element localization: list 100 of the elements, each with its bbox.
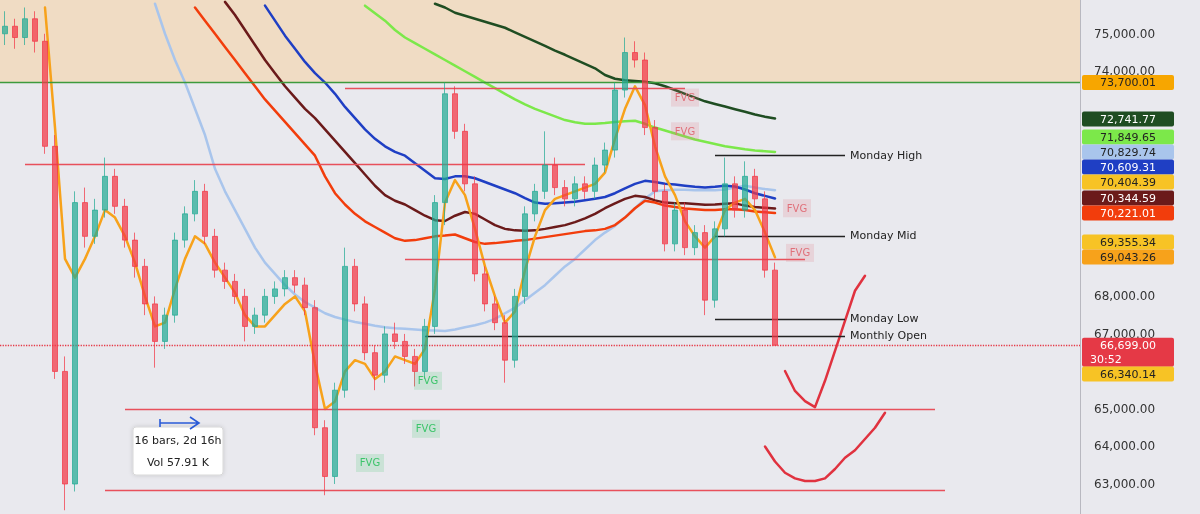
ref-line-label: Monthly Open [850,329,927,343]
text: 70,404.39 [1100,175,1156,189]
candlestick [112,168,118,215]
candlestick [272,280,278,305]
candlestick [632,40,638,69]
candlestick [52,134,58,380]
candlestick [402,333,408,365]
text: 70,829.74 [1100,145,1156,159]
text: 66,340.14 [1100,367,1156,381]
candlestick [702,224,708,316]
candlestick [492,295,498,331]
candlestick [222,262,228,290]
candlestick [332,382,338,485]
y-tick-label: 74,000.00 [1094,64,1156,79]
annotation: FVG [359,457,381,469]
candlestick [212,228,218,279]
annotation: 16 bars, 2d 16h [134,433,222,447]
candlestick [392,322,398,350]
annotation: FVG [417,375,439,387]
candlestick [192,179,198,222]
candlestick [282,269,288,297]
candlestick [102,157,108,219]
candlestick [572,175,578,207]
candlestick [32,10,38,54]
ref-line-label: 66,699.00 [1100,338,1156,352]
candlestick [472,175,478,282]
y-tick-label: 75,000.00 [1094,26,1156,41]
candlestick [132,232,138,279]
candlestick [172,232,178,324]
candlestick [232,273,238,305]
line-series [433,2,777,120]
text: 69,043.26 [1100,250,1156,264]
candlestick [742,160,748,219]
candlestick [712,220,718,309]
ref-line-label: Monday Mid [850,229,917,243]
candlestick [672,202,678,252]
candlestick [482,265,488,312]
candlestick [302,277,308,316]
candlestick [142,258,148,316]
candlestick [652,119,658,200]
text: 30:52 [1090,352,1122,366]
candlestick [252,307,258,335]
text: 70,609.31 [1100,160,1156,174]
candlestick [592,157,598,200]
candlestick [532,183,538,222]
ref-line-label: Monday High [850,149,923,163]
ref-line-label: 73,700.01 [1100,76,1156,90]
candlestick [342,247,348,399]
candlestick [352,258,358,312]
candlestick [752,168,758,207]
candlestick [12,18,18,50]
candlestick [522,205,528,305]
annotation: FVG [415,423,437,435]
candlestick [562,179,568,207]
candlestick [412,348,418,387]
candlestick [242,288,248,342]
text: 72,741.77 [1100,112,1156,126]
candlestick [512,288,518,369]
candlestick [442,82,448,226]
candlestick [152,295,158,369]
candlestick [92,198,98,245]
candlestick [122,198,128,249]
annotation: FVG [674,125,696,137]
ref-line-label: Monday Low [850,312,919,326]
candlestick [602,142,608,174]
candlestick [642,52,648,136]
candlestick [262,288,268,324]
y-tick-label: 63,000.00 [1094,476,1156,491]
candlestick [62,355,68,511]
text: 69,355.34 [1100,235,1156,249]
y-tick-label: 68,000.00 [1094,289,1156,304]
line-series [363,4,777,154]
candlestick [662,183,668,252]
annotation: Vol 57.91 K [146,455,210,469]
y-tick-label: 67,000.00 [1094,326,1156,341]
candlestick [2,10,8,46]
candlestick [162,307,168,350]
candlestick [372,344,378,391]
candlestick [682,202,688,256]
candlestick [202,183,208,245]
candlestick [582,175,588,200]
y-tick-label: 64,000.00 [1094,439,1156,454]
candlestick [692,224,698,256]
annotation: FVG [789,247,811,259]
candlestick [362,295,368,361]
candlestick [82,187,88,249]
candlestick [612,82,618,159]
candlestick [462,123,468,192]
text: 70,344.59 [1100,191,1156,205]
candlestick [312,299,318,436]
candlestick [382,325,388,384]
candlestick [322,419,328,496]
line-series [763,411,887,483]
candlestick [722,157,728,237]
annotation: FVG [786,202,808,214]
annotation: FVG [674,92,696,104]
candlestick [542,130,548,200]
candlestick [732,175,738,219]
candlestick [182,205,188,249]
candlestick [552,157,558,196]
